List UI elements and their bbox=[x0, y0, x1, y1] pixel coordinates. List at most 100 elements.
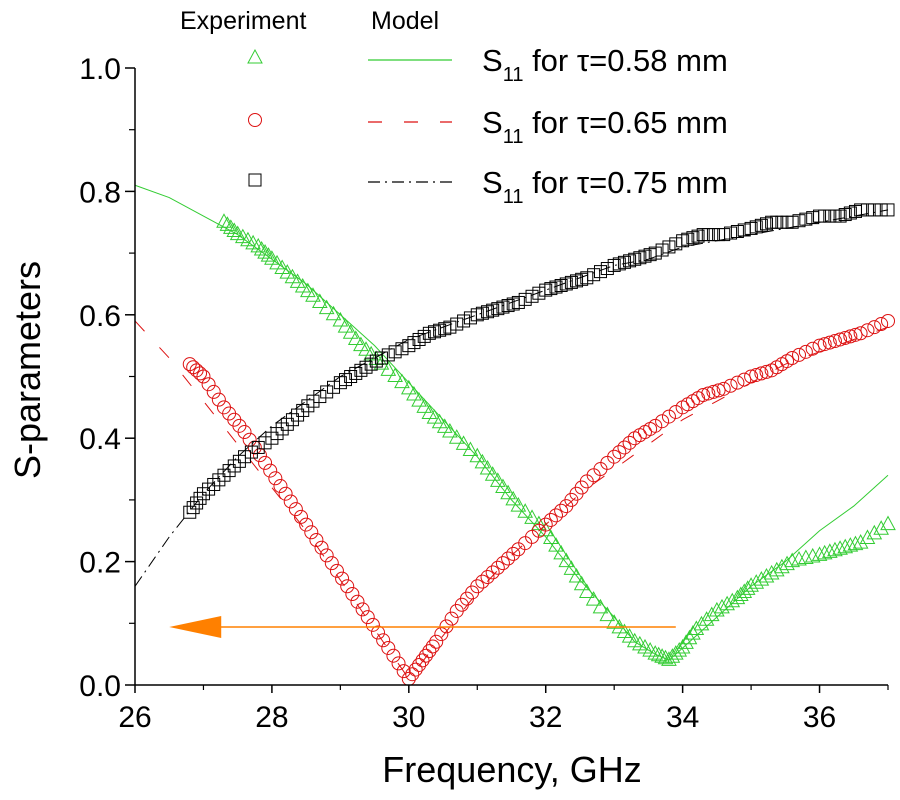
legend-entry: S11 for τ=0.65 mm bbox=[248, 105, 728, 148]
data-point bbox=[632, 428, 647, 443]
y-ticks: 0.0 0.2 0.4 0.6 0.8 1.0 bbox=[79, 53, 135, 703]
data-point bbox=[386, 648, 401, 663]
data-point bbox=[723, 378, 738, 393]
data-point bbox=[285, 413, 299, 427]
data-point bbox=[838, 208, 852, 222]
data-point bbox=[305, 287, 321, 302]
series-1 bbox=[134, 184, 889, 661]
data-point bbox=[847, 535, 864, 551]
data-point bbox=[676, 234, 690, 248]
data-point bbox=[754, 218, 768, 232]
data-point bbox=[563, 560, 580, 575]
data-point bbox=[587, 268, 601, 282]
legend-label: S11 for τ=0.65 mm bbox=[482, 105, 728, 148]
data-point bbox=[325, 305, 342, 321]
data-point bbox=[854, 203, 868, 217]
data-point bbox=[319, 548, 334, 563]
data-point bbox=[481, 305, 495, 319]
data-point bbox=[881, 313, 895, 328]
data-point bbox=[564, 275, 578, 289]
data-point bbox=[867, 320, 882, 335]
data-point bbox=[387, 367, 403, 382]
data-point bbox=[258, 455, 273, 470]
arrow-head bbox=[169, 616, 222, 639]
data-point bbox=[792, 347, 807, 362]
data-point bbox=[805, 341, 820, 356]
data-point bbox=[510, 497, 527, 512]
data-point bbox=[873, 520, 889, 535]
data-point bbox=[489, 472, 506, 487]
data-point bbox=[554, 278, 568, 292]
data-point bbox=[470, 579, 485, 594]
data-point bbox=[648, 246, 662, 260]
data-point bbox=[706, 384, 721, 399]
data-point bbox=[724, 226, 738, 240]
data-point bbox=[754, 366, 769, 381]
data-point bbox=[860, 203, 874, 217]
data-point bbox=[396, 664, 411, 679]
data-point bbox=[253, 240, 270, 256]
data-point bbox=[686, 231, 700, 245]
y-axis-title: S-parameters bbox=[7, 261, 48, 479]
data-point bbox=[785, 215, 799, 229]
data-point bbox=[463, 311, 477, 325]
data-point bbox=[300, 282, 316, 298]
series-0 bbox=[216, 213, 896, 666]
data-point bbox=[544, 282, 558, 296]
data-point bbox=[623, 254, 637, 268]
data-point bbox=[183, 505, 197, 519]
data-point bbox=[548, 508, 563, 523]
data-point bbox=[655, 414, 670, 429]
data-point bbox=[880, 515, 896, 531]
data-point bbox=[681, 629, 698, 645]
data-point bbox=[480, 570, 495, 585]
data-point bbox=[374, 351, 388, 365]
data-point bbox=[299, 517, 314, 532]
data-point bbox=[345, 586, 360, 601]
y-tick-label: 0.0 bbox=[79, 670, 121, 703]
data-point bbox=[799, 212, 813, 226]
data-point bbox=[559, 277, 573, 291]
data-point bbox=[671, 642, 688, 657]
data-point bbox=[475, 306, 489, 320]
data-point bbox=[525, 289, 539, 303]
data-point bbox=[842, 537, 859, 552]
data-point bbox=[539, 283, 553, 297]
data-point bbox=[816, 544, 833, 560]
data-point bbox=[785, 350, 800, 365]
data-point bbox=[617, 440, 632, 455]
data-point bbox=[688, 620, 705, 635]
data-point bbox=[769, 360, 784, 375]
data-point bbox=[306, 394, 320, 408]
data-point bbox=[648, 418, 663, 433]
data-point bbox=[455, 435, 472, 450]
data-point bbox=[730, 375, 745, 390]
data-point bbox=[193, 366, 208, 381]
x-tick-label: 28 bbox=[255, 701, 288, 734]
data-point bbox=[843, 206, 857, 220]
data-point bbox=[278, 486, 293, 501]
data-point bbox=[450, 317, 464, 331]
y-tick-label: 1.0 bbox=[79, 53, 121, 86]
data-point bbox=[426, 409, 443, 424]
annotation-layer bbox=[169, 616, 676, 639]
data-point bbox=[573, 575, 590, 591]
data-point bbox=[408, 662, 423, 677]
data-point bbox=[444, 611, 459, 626]
data-point bbox=[798, 549, 814, 565]
data-point bbox=[475, 574, 490, 589]
data-point bbox=[232, 454, 246, 468]
data-point bbox=[532, 286, 546, 300]
data-point bbox=[263, 463, 278, 478]
data-point bbox=[196, 369, 211, 384]
legend-entry: S11 for τ=0.75 mm bbox=[248, 165, 728, 208]
series-layer bbox=[134, 184, 896, 686]
data-point bbox=[457, 314, 471, 328]
data-point bbox=[496, 300, 510, 314]
data-point bbox=[329, 563, 344, 578]
legend-marker bbox=[248, 173, 262, 187]
data-point bbox=[222, 219, 239, 234]
data-point bbox=[730, 225, 744, 239]
data-point bbox=[859, 529, 876, 544]
